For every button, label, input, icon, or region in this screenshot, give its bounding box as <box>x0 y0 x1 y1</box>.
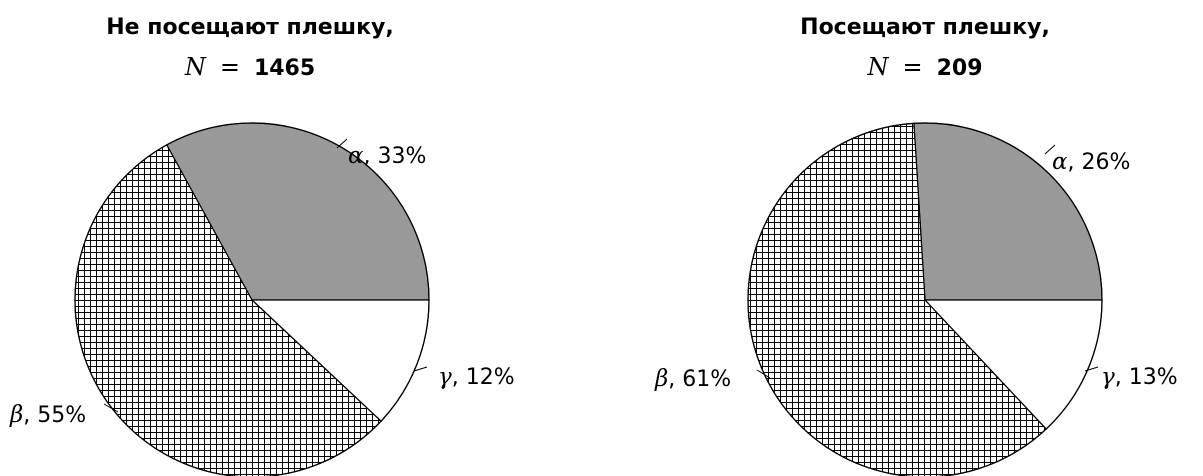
pie-1-label-0: α, 33% <box>348 143 426 169</box>
pie-1-label-1: γ, 12% <box>438 364 515 390</box>
pie-2-label-1: γ, 13% <box>1101 364 1178 390</box>
chart-2-n-label: N <box>866 53 889 81</box>
pie-1-outline <box>74 122 430 476</box>
pie-1-label-2: β, 55% <box>9 402 86 428</box>
pie-2-leader-1 <box>1084 366 1099 372</box>
chart-2-title: Посещают плешку, <box>800 15 1050 40</box>
chart-2-n: N = 209 <box>866 53 982 81</box>
pie-2-leader-2 <box>756 369 771 379</box>
pie-1-leader-0 <box>336 138 348 149</box>
pie-1-leader-2 <box>103 403 119 413</box>
pie-chart-1: α, 33% γ, 12% β, 55% <box>9 122 515 476</box>
chart-2-n-value: 209 <box>937 56 983 81</box>
pie-2-label-0: α, 26% <box>1052 149 1130 175</box>
chart-1-title: Не посещают плешку, <box>106 15 393 40</box>
pie-2-outline <box>747 122 1103 476</box>
pie-2-leader-0 <box>1044 144 1056 155</box>
pie-chart-2: α, 26% γ, 13% β, 61% <box>654 122 1178 476</box>
chart-1-n: N = 1465 <box>184 53 315 81</box>
pie-1-leader-1 <box>413 366 428 372</box>
chart-1-n-value: 1465 <box>254 56 315 81</box>
pie-2-label-2: β, 61% <box>654 366 731 392</box>
chart-1-n-label: N <box>184 53 207 81</box>
